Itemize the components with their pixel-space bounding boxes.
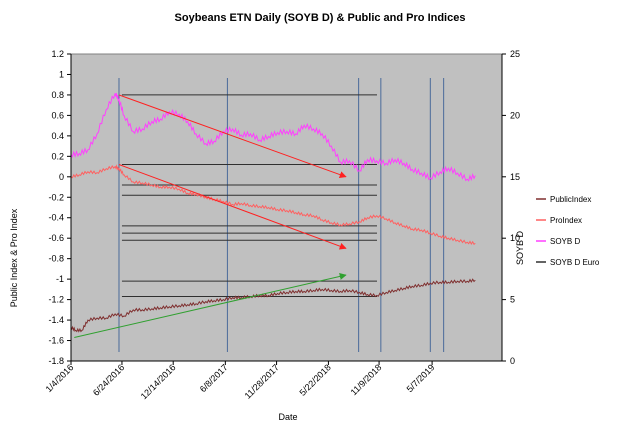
legend-label-2: SOYB D	[550, 237, 580, 246]
legend-label-1: ProIndex	[550, 216, 582, 225]
right-axis-title: SOYB D	[515, 230, 525, 265]
trend-line-1	[118, 164, 347, 250]
x-tick-label-3: 6/8/2017	[198, 362, 230, 394]
right-tick-label-2: 15	[510, 172, 520, 182]
left-tick-label-8: -0.4	[48, 213, 64, 223]
left-tick-label-4: 0.4	[51, 131, 64, 141]
right-tick-label-1: 20	[510, 110, 520, 120]
right-tick-label-0: 25	[510, 49, 520, 59]
right-tick-label-5: 0	[510, 356, 515, 366]
left-tick-label-10: -0.8	[48, 254, 64, 264]
x-axis-title: Date	[278, 412, 297, 422]
left-tick-label-12: -1.2	[48, 295, 64, 305]
left-axis-ticks: 1.2 1 0.8 0.6 0.4 0.2 0 -0.2 -0.4 -0.6 -0.8 -1 -1.2 -…	[48, 49, 71, 366]
left-tick-label-15: -1.8	[48, 356, 64, 366]
left-tick-label-0: 1.2	[51, 49, 64, 59]
right-tick-label-4: 5	[510, 295, 515, 305]
legend-label-0: PublicIndex	[550, 195, 591, 204]
chart-title: Soybeans ETN Daily (SOYB D) & Public and…	[175, 12, 466, 24]
legend: PublicIndex ProIndex SOYB D SOYB D Euro	[536, 195, 600, 267]
left-tick-label-14: -1.6	[48, 336, 64, 346]
plot-area	[70, 53, 503, 362]
left-tick-label-7: -0.2	[48, 192, 64, 202]
vertical-markers	[118, 78, 445, 352]
left-tick-label-5: 0.2	[51, 151, 64, 161]
legend-label-3: SOYB D Euro	[550, 258, 600, 267]
right-axis-ticks: 25 20 15 10 5 0	[502, 49, 520, 366]
right-tick-label-3: 10	[510, 233, 520, 243]
x-tick-label-7: 5/7/2019	[405, 362, 437, 394]
left-tick-label-3: 0.6	[51, 110, 64, 120]
horizontal-levels	[121, 94, 377, 298]
x-tick-label-5: 5/22/2018	[297, 362, 332, 397]
x-tick-label-0: 1/4/2016	[44, 362, 76, 394]
x-tick-label-1: 6/24/2016	[91, 362, 126, 397]
x-tick-label-6: 11/9/2018	[349, 362, 384, 397]
left-axis-title: Public Index & Pro Index	[9, 208, 19, 307]
left-tick-label-2: 0.8	[51, 90, 64, 100]
left-tick-label-11: -1	[56, 274, 64, 284]
x-tick-label-4: 11/28/2017	[243, 362, 281, 400]
series-group	[70, 93, 476, 333]
x-tick-label-2: 12/14/2016	[139, 362, 178, 401]
series-line-publicindex	[70, 278, 476, 333]
trend-line-0	[118, 94, 347, 178]
trend-line-2	[74, 273, 347, 338]
left-tick-label-13: -1.4	[48, 315, 64, 325]
series-line-soyb-d	[70, 93, 476, 182]
x-axis-ticks: 1/4/2016 6/24/2016 12/14/2016 6/8/2017 11/28…	[44, 361, 437, 401]
left-tick-label-6: 0	[59, 172, 64, 182]
trend-lines	[74, 94, 347, 338]
left-tick-label-1: 1	[59, 69, 64, 79]
series-line-proindex	[70, 164, 476, 246]
left-tick-label-9: -0.6	[48, 233, 64, 243]
